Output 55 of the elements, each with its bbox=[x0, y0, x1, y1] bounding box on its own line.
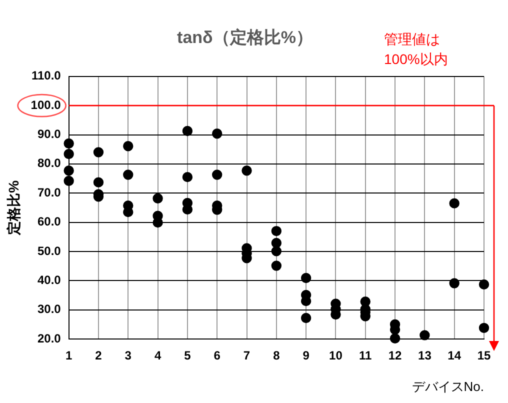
point bbox=[478, 279, 490, 290]
point bbox=[271, 260, 282, 271]
x-tick-label: 12 bbox=[388, 348, 402, 363]
x-tick-label: 4 bbox=[154, 348, 162, 363]
y-tick-label: 110.0 bbox=[31, 68, 62, 83]
x-tick-label: 10 bbox=[329, 348, 343, 363]
point bbox=[64, 166, 74, 176]
point bbox=[93, 147, 104, 158]
y-tick-label: 50.0 bbox=[37, 244, 62, 258]
point bbox=[212, 170, 222, 180]
chart-title: tanδ（定格比%） bbox=[177, 28, 313, 47]
y-axis-title: 定格比% bbox=[5, 180, 22, 236]
point bbox=[271, 238, 282, 248]
x-tick-label: 7 bbox=[243, 348, 250, 363]
point bbox=[420, 330, 430, 340]
point bbox=[242, 166, 252, 176]
x-tick-label: 3 bbox=[124, 348, 132, 363]
point bbox=[449, 198, 460, 208]
y-tick-label: 100.0 bbox=[30, 98, 62, 112]
x-tick-label: 13 bbox=[418, 348, 432, 363]
x-tick-label: 15 bbox=[477, 348, 491, 363]
point bbox=[182, 172, 193, 182]
ref-line-label: 管理値は 100%以内 bbox=[384, 30, 448, 67]
y-tick-label: 60.0 bbox=[37, 214, 62, 229]
point bbox=[152, 193, 163, 204]
point bbox=[123, 170, 134, 180]
y-tick-label: 80.0 bbox=[37, 156, 62, 170]
x-tick-label: 9 bbox=[302, 348, 310, 363]
point bbox=[212, 128, 222, 139]
y-tick-label: 20.0 bbox=[37, 331, 62, 346]
point bbox=[64, 138, 74, 149]
point bbox=[64, 148, 74, 160]
y-tick-label: 30.0 bbox=[37, 302, 62, 316]
point bbox=[449, 278, 460, 288]
point bbox=[300, 312, 312, 324]
point bbox=[271, 226, 282, 236]
point bbox=[64, 176, 74, 186]
point bbox=[300, 272, 312, 284]
y-tick-label: 40.0 bbox=[37, 272, 62, 287]
point bbox=[93, 177, 104, 188]
point bbox=[182, 126, 193, 136]
y-tick-label: 70.0 bbox=[37, 185, 62, 200]
x-tick-label: 6 bbox=[214, 348, 221, 363]
point bbox=[271, 246, 282, 256]
y-tick-label: 90.0 bbox=[37, 127, 62, 142]
point bbox=[123, 141, 134, 152]
point bbox=[390, 333, 400, 344]
x-tick-label: 14 bbox=[448, 348, 462, 363]
x-tick-label: 1 bbox=[65, 348, 72, 363]
x-tick-label: 5 bbox=[184, 348, 192, 363]
x-tick-label: 2 bbox=[95, 348, 102, 363]
point bbox=[478, 322, 490, 334]
x-axis-title: デバイスNo. bbox=[412, 378, 484, 394]
x-tick-label: 8 bbox=[273, 348, 280, 363]
x-tick-label: 11 bbox=[359, 348, 372, 363]
